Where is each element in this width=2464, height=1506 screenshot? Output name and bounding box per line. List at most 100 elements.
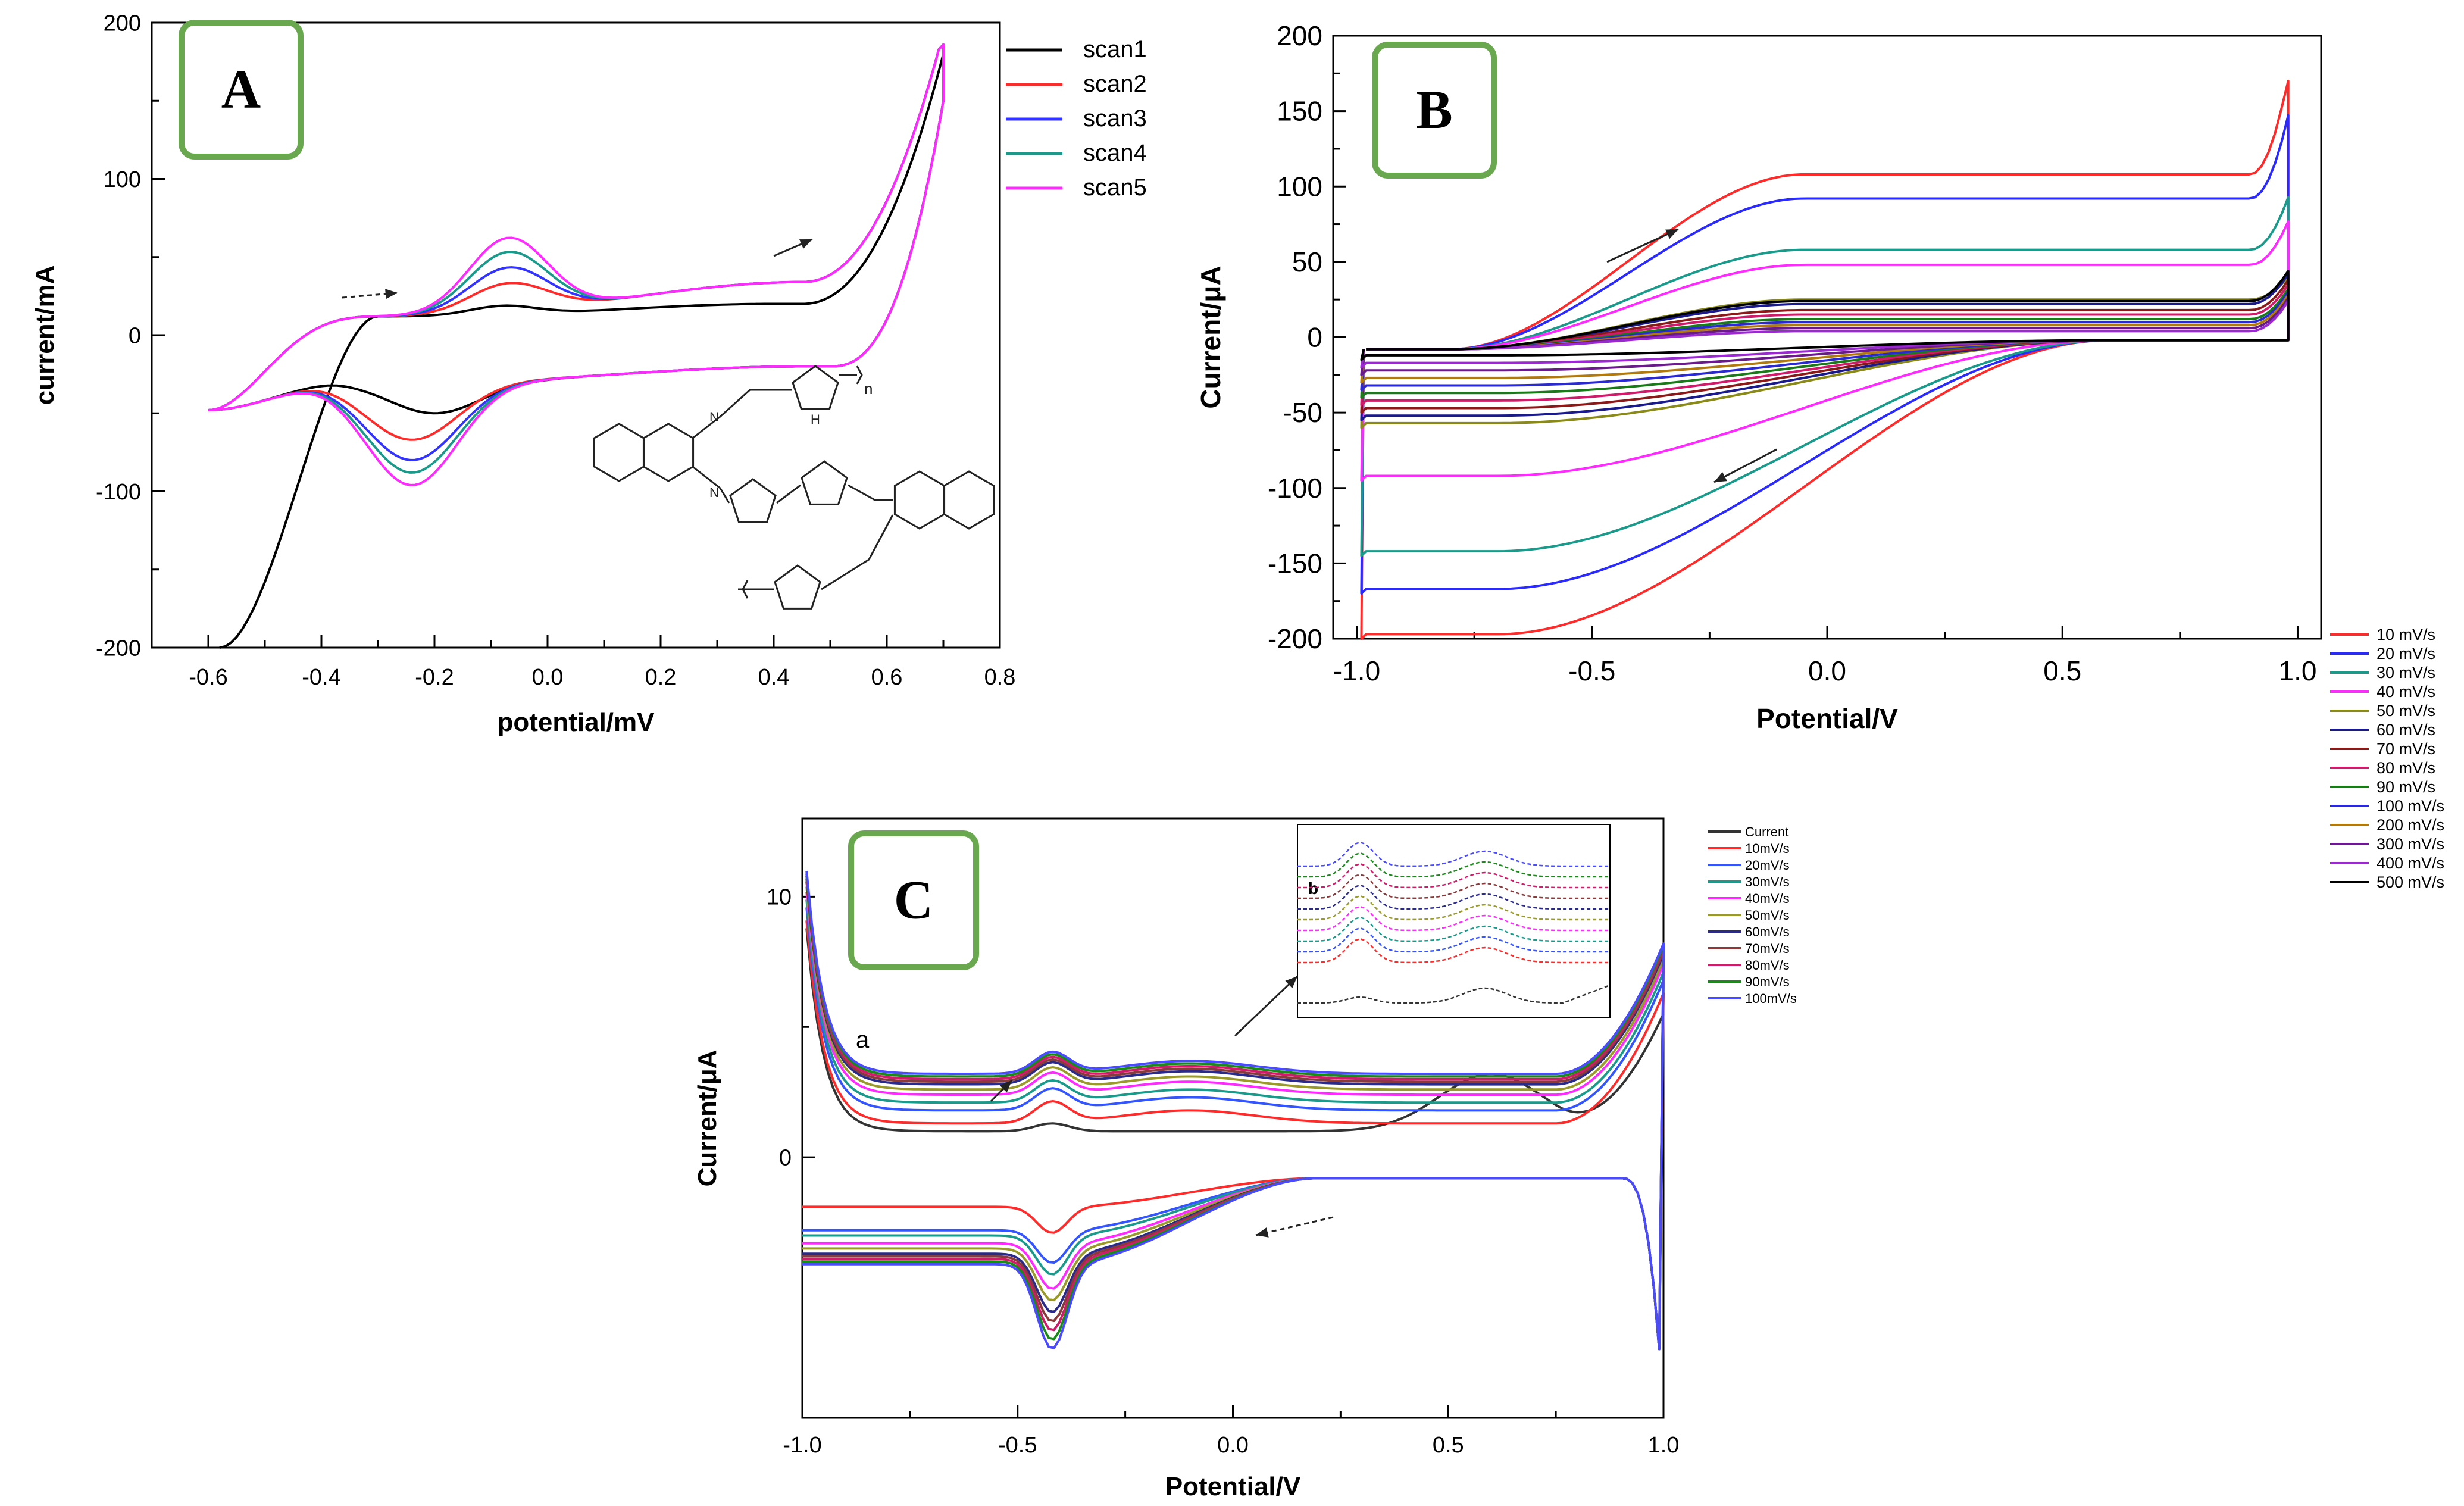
y-tick-label: 200 [1277,20,1322,51]
legend-label: 500 mV/s [2377,873,2444,891]
y-tick-label: 0 [129,323,141,348]
bracket [856,365,863,385]
panel-badge-letter-c: C [894,870,933,930]
legend-label: scan5 [1083,174,1147,201]
y-tick-label: -200 [96,636,141,661]
x-tick-label: 0.8 [984,665,1016,690]
series-line-scan2 [208,43,945,441]
legend-label: 100mV/s [1745,991,1797,1006]
panel-badge-a [179,20,304,160]
panel-badge-b [1372,42,1497,179]
legend-label: 30mV/s [1745,874,1790,889]
legend-label: 90mV/s [1745,974,1790,989]
x-tick-label: -0.5 [998,1433,1037,1458]
x-tick-label: 0.0 [1808,655,1846,686]
panel-b: -1.0 -0.5 0.0 0.5 1.0 -200 -150 -100 -50 0 50 100 15… [1195,20,2322,734]
series-line-500mV/s [1360,270,2290,361]
x-tick-label: 0.5 [2043,655,2081,686]
y-tick-label: 100 [104,167,141,192]
bond [821,514,894,590]
legend-label: 10mV/s [1745,841,1790,856]
naphthalene-ring [593,423,645,482]
legend-label: 10 mV/s [2377,626,2435,643]
inset-series-line [1297,852,1610,878]
y-tick-label: -150 [1268,548,1322,579]
legend-label: 100 mV/s [2377,797,2444,815]
inset-series-line [1297,841,1610,867]
scan-direction-arrow-head [1665,229,1678,239]
x-tick-label: -0.6 [189,665,227,690]
annotation-a: a [856,1027,870,1053]
y-tick-label: 50 [1292,246,1322,277]
x-tick-label: 0.5 [1433,1433,1464,1458]
scan-direction-arrow-head [1256,1227,1269,1238]
y-tick-label: 150 [1277,96,1322,127]
inset-series-line [1297,984,1611,1004]
legend-label: 40mV/s [1745,891,1790,906]
panel-badge-c [848,830,979,970]
panel-c: -1.0 -0.5 0.0 0.5 1.0 0 10 Potential/V Current/μ… [693,817,1679,1501]
x-axis-label: Potential/V [1165,1472,1301,1501]
y-tick-label: -200 [1268,623,1322,654]
pyrrole-ring [801,460,848,505]
pyrrole-ring [774,564,821,610]
x-axis-label: potential/mV [497,708,655,737]
panel-a: -0.6 -0.4 -0.2 0.0 0.2 0.4 0.6 0.8 -200 -100 0 100 2… [30,11,1015,737]
x-tick-label: -0.5 [1568,655,1615,686]
x-tick-label: 0.0 [532,665,564,690]
inset-pointer-arrow [1234,975,1299,1037]
bond [776,484,801,504]
y-tick-label: 200 [104,11,141,36]
pyrrole-ring [729,478,777,523]
x-tick-label: -0.4 [302,665,340,690]
legend-label: 70mV/s [1745,941,1790,956]
legend-label: 200 mV/s [2377,816,2444,834]
legend-label: 70 mV/s [2377,740,2435,758]
naphthalene-ring [943,470,995,530]
bracket [742,580,749,599]
legend-label: 20mV/s [1745,858,1790,873]
panel-badge-letter-a: A [221,59,261,120]
inset-b: b [1297,824,1611,1018]
inset-series-line [1297,916,1610,942]
inset-frame [1297,824,1611,1018]
atom-label: H [811,412,820,427]
scan-direction-arrow-head [799,239,812,249]
legend-label: 30 mV/s [2377,664,2435,682]
legend-label: scan1 [1083,36,1147,63]
inset-series-line [1297,863,1610,889]
scan-direction-arrow [1606,228,1679,263]
legend-label: 60 mV/s [2377,721,2435,739]
legend-label: 400 mV/s [2377,854,2444,872]
legend-label: 20 mV/s [2377,645,2435,663]
pyrrole-ring [792,365,839,410]
legend-label: 40 mV/s [2377,683,2435,701]
series-line-scan4 [208,43,945,474]
y-tick-label: -50 [1283,397,1322,428]
bond [848,484,893,501]
atom-label: N [709,410,719,424]
x-tick-label: 0.0 [1217,1433,1249,1458]
series-line-scan5 [208,43,945,486]
y-tick-label: 0 [1307,322,1322,353]
inset-series-line [1297,938,1610,964]
inset-series-line [1297,873,1610,899]
inset-pointer-arrow-head [1285,976,1297,989]
legend-label: 60mV/s [1745,924,1790,939]
x-tick-label: 1.0 [2278,655,2316,686]
inset-series-line [1297,905,1610,932]
y-tick-label: -100 [1268,473,1322,504]
bond [693,466,730,504]
annotation-b: b [1308,879,1318,898]
series-line-100mVs [802,870,1665,1351]
legend-label: 50mV/s [1745,908,1790,923]
scan-direction-arrow-head [385,289,398,299]
y-tick-label: 10 [767,885,792,910]
y-tick-label: 0 [779,1145,792,1170]
x-tick-label: -1.0 [783,1433,821,1458]
polymer-structure: n H N N [593,365,995,610]
repeat-subscript: n [864,380,873,398]
series-line-50mV/s [1360,276,2290,429]
x-tick-label: -0.2 [415,665,454,690]
x-axis-label: Potential/V [1756,703,1898,734]
